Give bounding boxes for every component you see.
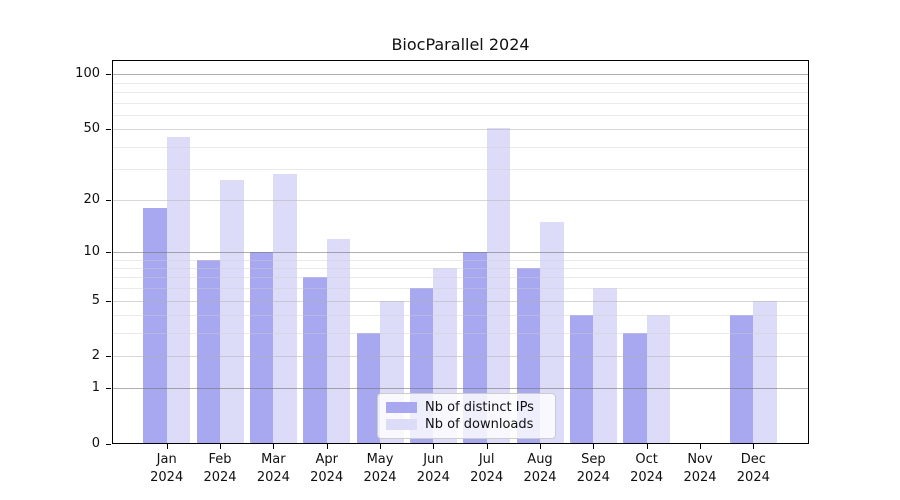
gridline-7 (113, 277, 808, 279)
x-tick-sep (593, 444, 595, 449)
legend: Nb of distinct IPs Nb of downloads (377, 393, 556, 439)
x-tick-label-jun: Jun 2024 (416, 452, 450, 485)
bar-apr-downloads (326, 238, 351, 444)
legend-label: Nb of downloads (425, 417, 534, 432)
gridline-9 (113, 259, 808, 261)
bar-sep-downloads (593, 288, 617, 444)
x-tick-label-sep: Sep 2024 (576, 452, 610, 485)
x-tick-label-aug: Aug 2024 (523, 452, 557, 485)
gridline-90 (113, 82, 808, 84)
gridline-100 (113, 74, 808, 76)
legend-label: Nb of distinct IPs (425, 400, 534, 415)
bar-jan-distinct-ips (143, 208, 167, 444)
gridline-80 (113, 92, 808, 94)
y-tick-0 (106, 444, 111, 445)
bar-sep-distinct-ips (569, 315, 594, 444)
y-tick-label-20: 20 (83, 192, 100, 208)
gridline-30 (113, 169, 808, 171)
x-tick-feb (220, 444, 222, 449)
x-tick-label-mar: Mar 2024 (256, 452, 290, 485)
x-tick-dec (753, 444, 755, 449)
bar-feb-distinct-ips (196, 259, 221, 444)
x-tick-nov (700, 444, 701, 449)
y-tick-100 (106, 74, 111, 76)
y-tick-20 (106, 200, 111, 202)
legend-swatch-distinct-ips-icon (386, 402, 417, 413)
x-tick-label-feb: Feb 2024 (203, 452, 237, 485)
x-tick-label-oct: Oct 2024 (630, 452, 664, 485)
gridline-5 (113, 300, 808, 302)
bar-mar-downloads (273, 174, 297, 444)
bar-feb-downloads (220, 180, 244, 444)
x-tick-label-jan: Jan 2024 (150, 452, 184, 485)
gridline-50 (113, 129, 808, 131)
x-tick-oct (646, 444, 648, 449)
y-tick-2 (106, 356, 111, 358)
y-tick-50 (106, 129, 111, 131)
bar-dec-distinct-ips (729, 315, 754, 444)
bar-apr-distinct-ips (303, 277, 327, 444)
x-tick-apr (326, 444, 328, 449)
y-tick-5 (106, 300, 111, 302)
y-tick-1 (106, 388, 111, 390)
y-tick-label-0: 0 (91, 436, 100, 451)
gridline-4 (113, 315, 808, 317)
x-tick-mar (273, 444, 275, 449)
x-tick-label-jul: Jul 2024 (470, 452, 504, 485)
x-tick-label-dec: Dec 2024 (736, 452, 770, 485)
x-tick-label-nov: Nov 2024 (683, 452, 717, 485)
x-tick-aug (540, 444, 541, 449)
gridline-10 (113, 252, 808, 253)
gridline-70 (113, 102, 808, 104)
gridline-3 (113, 332, 808, 334)
y-tick-10 (106, 252, 111, 253)
x-tick-label-apr: Apr 2024 (310, 452, 344, 485)
y-tick-label-2: 2 (91, 348, 100, 364)
gridline-60 (113, 114, 808, 116)
gridline-8 (113, 268, 808, 270)
x-tick-may (380, 444, 382, 449)
bar-dec-downloads (753, 300, 777, 444)
legend-item: Nb of distinct IPs (386, 400, 555, 415)
legend-swatch-downloads-icon (386, 419, 417, 430)
chart-title: BiocParallel 2024 (391, 35, 530, 54)
gridline-6 (113, 288, 808, 290)
x-tick-label-may: May 2024 (363, 452, 397, 485)
y-tick-label-50: 50 (83, 121, 100, 137)
gridline-20 (113, 200, 808, 202)
x-tick-jun (433, 444, 435, 449)
gridline-40 (113, 146, 808, 148)
bar-jul-downloads (486, 127, 511, 444)
gridline-2 (113, 356, 808, 358)
x-tick-jan (166, 444, 168, 449)
bar-mar-distinct-ips (249, 252, 274, 444)
bar-oct-downloads (646, 315, 671, 444)
y-tick-label-5: 5 (91, 292, 100, 308)
gridline-1 (113, 388, 808, 390)
y-tick-label-100: 100 (75, 66, 100, 82)
x-tick-jul (486, 444, 488, 449)
bar-jan-downloads (166, 137, 191, 444)
y-tick-label-1: 1 (91, 380, 100, 396)
y-tick-label-10: 10 (83, 244, 100, 259)
legend-item: Nb of downloads (386, 417, 555, 432)
